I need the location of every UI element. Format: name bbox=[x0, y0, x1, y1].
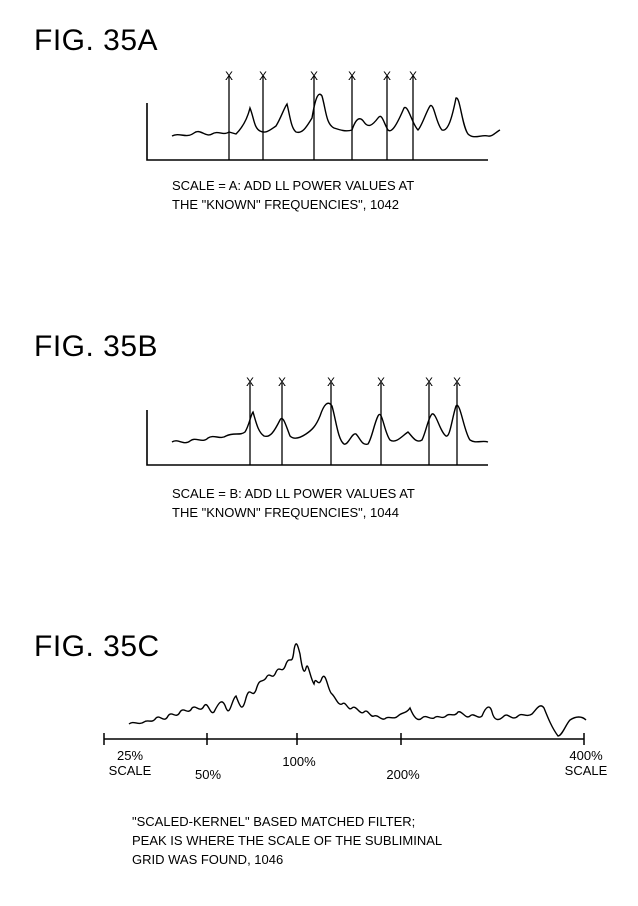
tick-label-200: 200% bbox=[381, 767, 425, 782]
fig-35b-title: FIG. 35B bbox=[34, 330, 158, 364]
fig-35a-waveform bbox=[172, 94, 500, 136]
fig-35a-caption: SCALE = A: ADD LL POWER VALUES AT THE "K… bbox=[172, 176, 414, 214]
fig-35c-scale-axis bbox=[104, 733, 584, 745]
fig-35c-plot bbox=[104, 644, 586, 745]
x-marker: X bbox=[425, 375, 433, 389]
fig-35b-plot bbox=[147, 383, 488, 465]
fig-35b-waveform bbox=[172, 403, 488, 444]
tick-label-unit: SCALE bbox=[556, 763, 616, 778]
x-marker: X bbox=[259, 69, 267, 83]
caption-line: GRID WAS FOUND, 1046 bbox=[132, 850, 442, 869]
x-marker: X bbox=[327, 375, 335, 389]
fig-35c-title: FIG. 35C bbox=[34, 630, 160, 664]
fig-35a-plot bbox=[147, 76, 500, 160]
x-marker: X bbox=[409, 69, 417, 83]
tick-label-value: 400% bbox=[556, 748, 616, 763]
tick-label-100: 100% bbox=[277, 754, 321, 769]
caption-line: SCALE = B: ADD LL POWER VALUES AT bbox=[172, 484, 415, 503]
x-marker: X bbox=[310, 69, 318, 83]
x-marker: X bbox=[278, 375, 286, 389]
fig-35c-response-curve bbox=[129, 644, 586, 736]
tick-label-value: 25% bbox=[100, 748, 160, 763]
x-marker: X bbox=[377, 375, 385, 389]
x-marker: X bbox=[246, 375, 254, 389]
x-marker: X bbox=[348, 69, 356, 83]
fig-35b-caption: SCALE = B: ADD LL POWER VALUES AT THE "K… bbox=[172, 484, 415, 522]
tick-label-400-scale: 400% SCALE bbox=[556, 748, 616, 778]
tick-label-50: 50% bbox=[188, 767, 228, 782]
tick-label-25-scale: 25% SCALE bbox=[100, 748, 160, 778]
fig-35b-markers bbox=[250, 383, 457, 465]
fig-35b-x-marks: X X X X X X bbox=[246, 375, 461, 389]
caption-line: SCALE = A: ADD LL POWER VALUES AT bbox=[172, 176, 414, 195]
x-marker: X bbox=[453, 375, 461, 389]
fig-35a-markers bbox=[229, 76, 413, 160]
fig-35c-caption: "SCALED-KERNEL" BASED MATCHED FILTER; PE… bbox=[132, 812, 442, 869]
caption-line: THE "KNOWN" FREQUENCIES", 1042 bbox=[172, 195, 414, 214]
fig-35a-x-marks: X X X X X X bbox=[225, 69, 417, 83]
caption-line: "SCALED-KERNEL" BASED MATCHED FILTER; bbox=[132, 812, 442, 831]
caption-line: PEAK IS WHERE THE SCALE OF THE SUBLIMINA… bbox=[132, 831, 442, 850]
x-marker: X bbox=[383, 69, 391, 83]
x-marker: X bbox=[225, 69, 233, 83]
tick-label-unit: SCALE bbox=[100, 763, 160, 778]
caption-line: THE "KNOWN" FREQUENCIES", 1044 bbox=[172, 503, 415, 522]
